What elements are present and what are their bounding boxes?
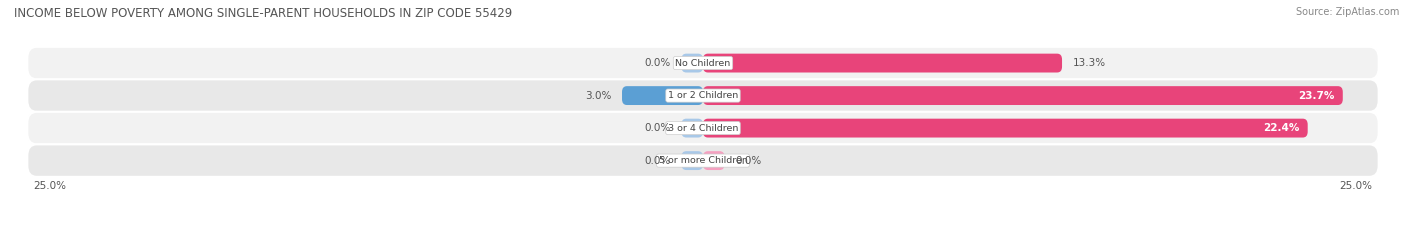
Text: Source: ZipAtlas.com: Source: ZipAtlas.com [1295,7,1399,17]
Text: 3.0%: 3.0% [585,91,612,101]
Text: 3 or 4 Children: 3 or 4 Children [668,123,738,133]
FancyBboxPatch shape [703,119,1308,137]
FancyBboxPatch shape [703,151,724,170]
FancyBboxPatch shape [621,86,703,105]
FancyBboxPatch shape [682,54,703,72]
FancyBboxPatch shape [703,54,1062,72]
Text: 13.3%: 13.3% [1073,58,1107,68]
FancyBboxPatch shape [27,79,1379,112]
Text: 1 or 2 Children: 1 or 2 Children [668,91,738,100]
Text: 25.0%: 25.0% [1340,181,1372,191]
Text: INCOME BELOW POVERTY AMONG SINGLE-PARENT HOUSEHOLDS IN ZIP CODE 55429: INCOME BELOW POVERTY AMONG SINGLE-PARENT… [14,7,512,20]
Text: 0.0%: 0.0% [735,156,762,166]
Text: 0.0%: 0.0% [644,123,671,133]
FancyBboxPatch shape [27,47,1379,79]
FancyBboxPatch shape [682,151,703,170]
Text: No Children: No Children [675,58,731,68]
Text: 5 or more Children: 5 or more Children [658,156,748,165]
Text: 25.0%: 25.0% [34,181,66,191]
Legend: Single Father, Single Mother: Single Father, Single Mother [606,231,800,233]
FancyBboxPatch shape [27,112,1379,144]
Text: 0.0%: 0.0% [644,156,671,166]
Text: 22.4%: 22.4% [1263,123,1299,133]
FancyBboxPatch shape [703,86,1343,105]
Text: 0.0%: 0.0% [644,58,671,68]
FancyBboxPatch shape [27,144,1379,177]
Text: 23.7%: 23.7% [1298,91,1334,101]
FancyBboxPatch shape [682,119,703,137]
